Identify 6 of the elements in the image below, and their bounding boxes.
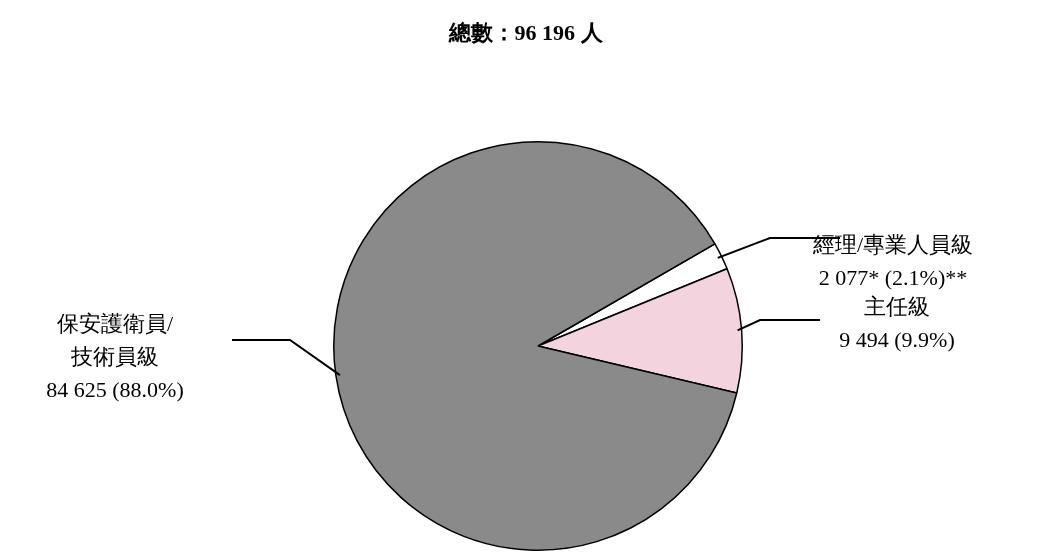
data-label: 84 625 (88.0%) [46,376,184,402]
data-label: 9 494 (9.9%) [839,326,955,352]
data-label: 2 077* (2.1%)** [818,264,968,290]
chart-title: 總數：96 196 人 [447,19,604,47]
slice-label: 主任級 [864,293,930,319]
slice-label: 保安護衛員/ 技術員級 [56,310,174,369]
